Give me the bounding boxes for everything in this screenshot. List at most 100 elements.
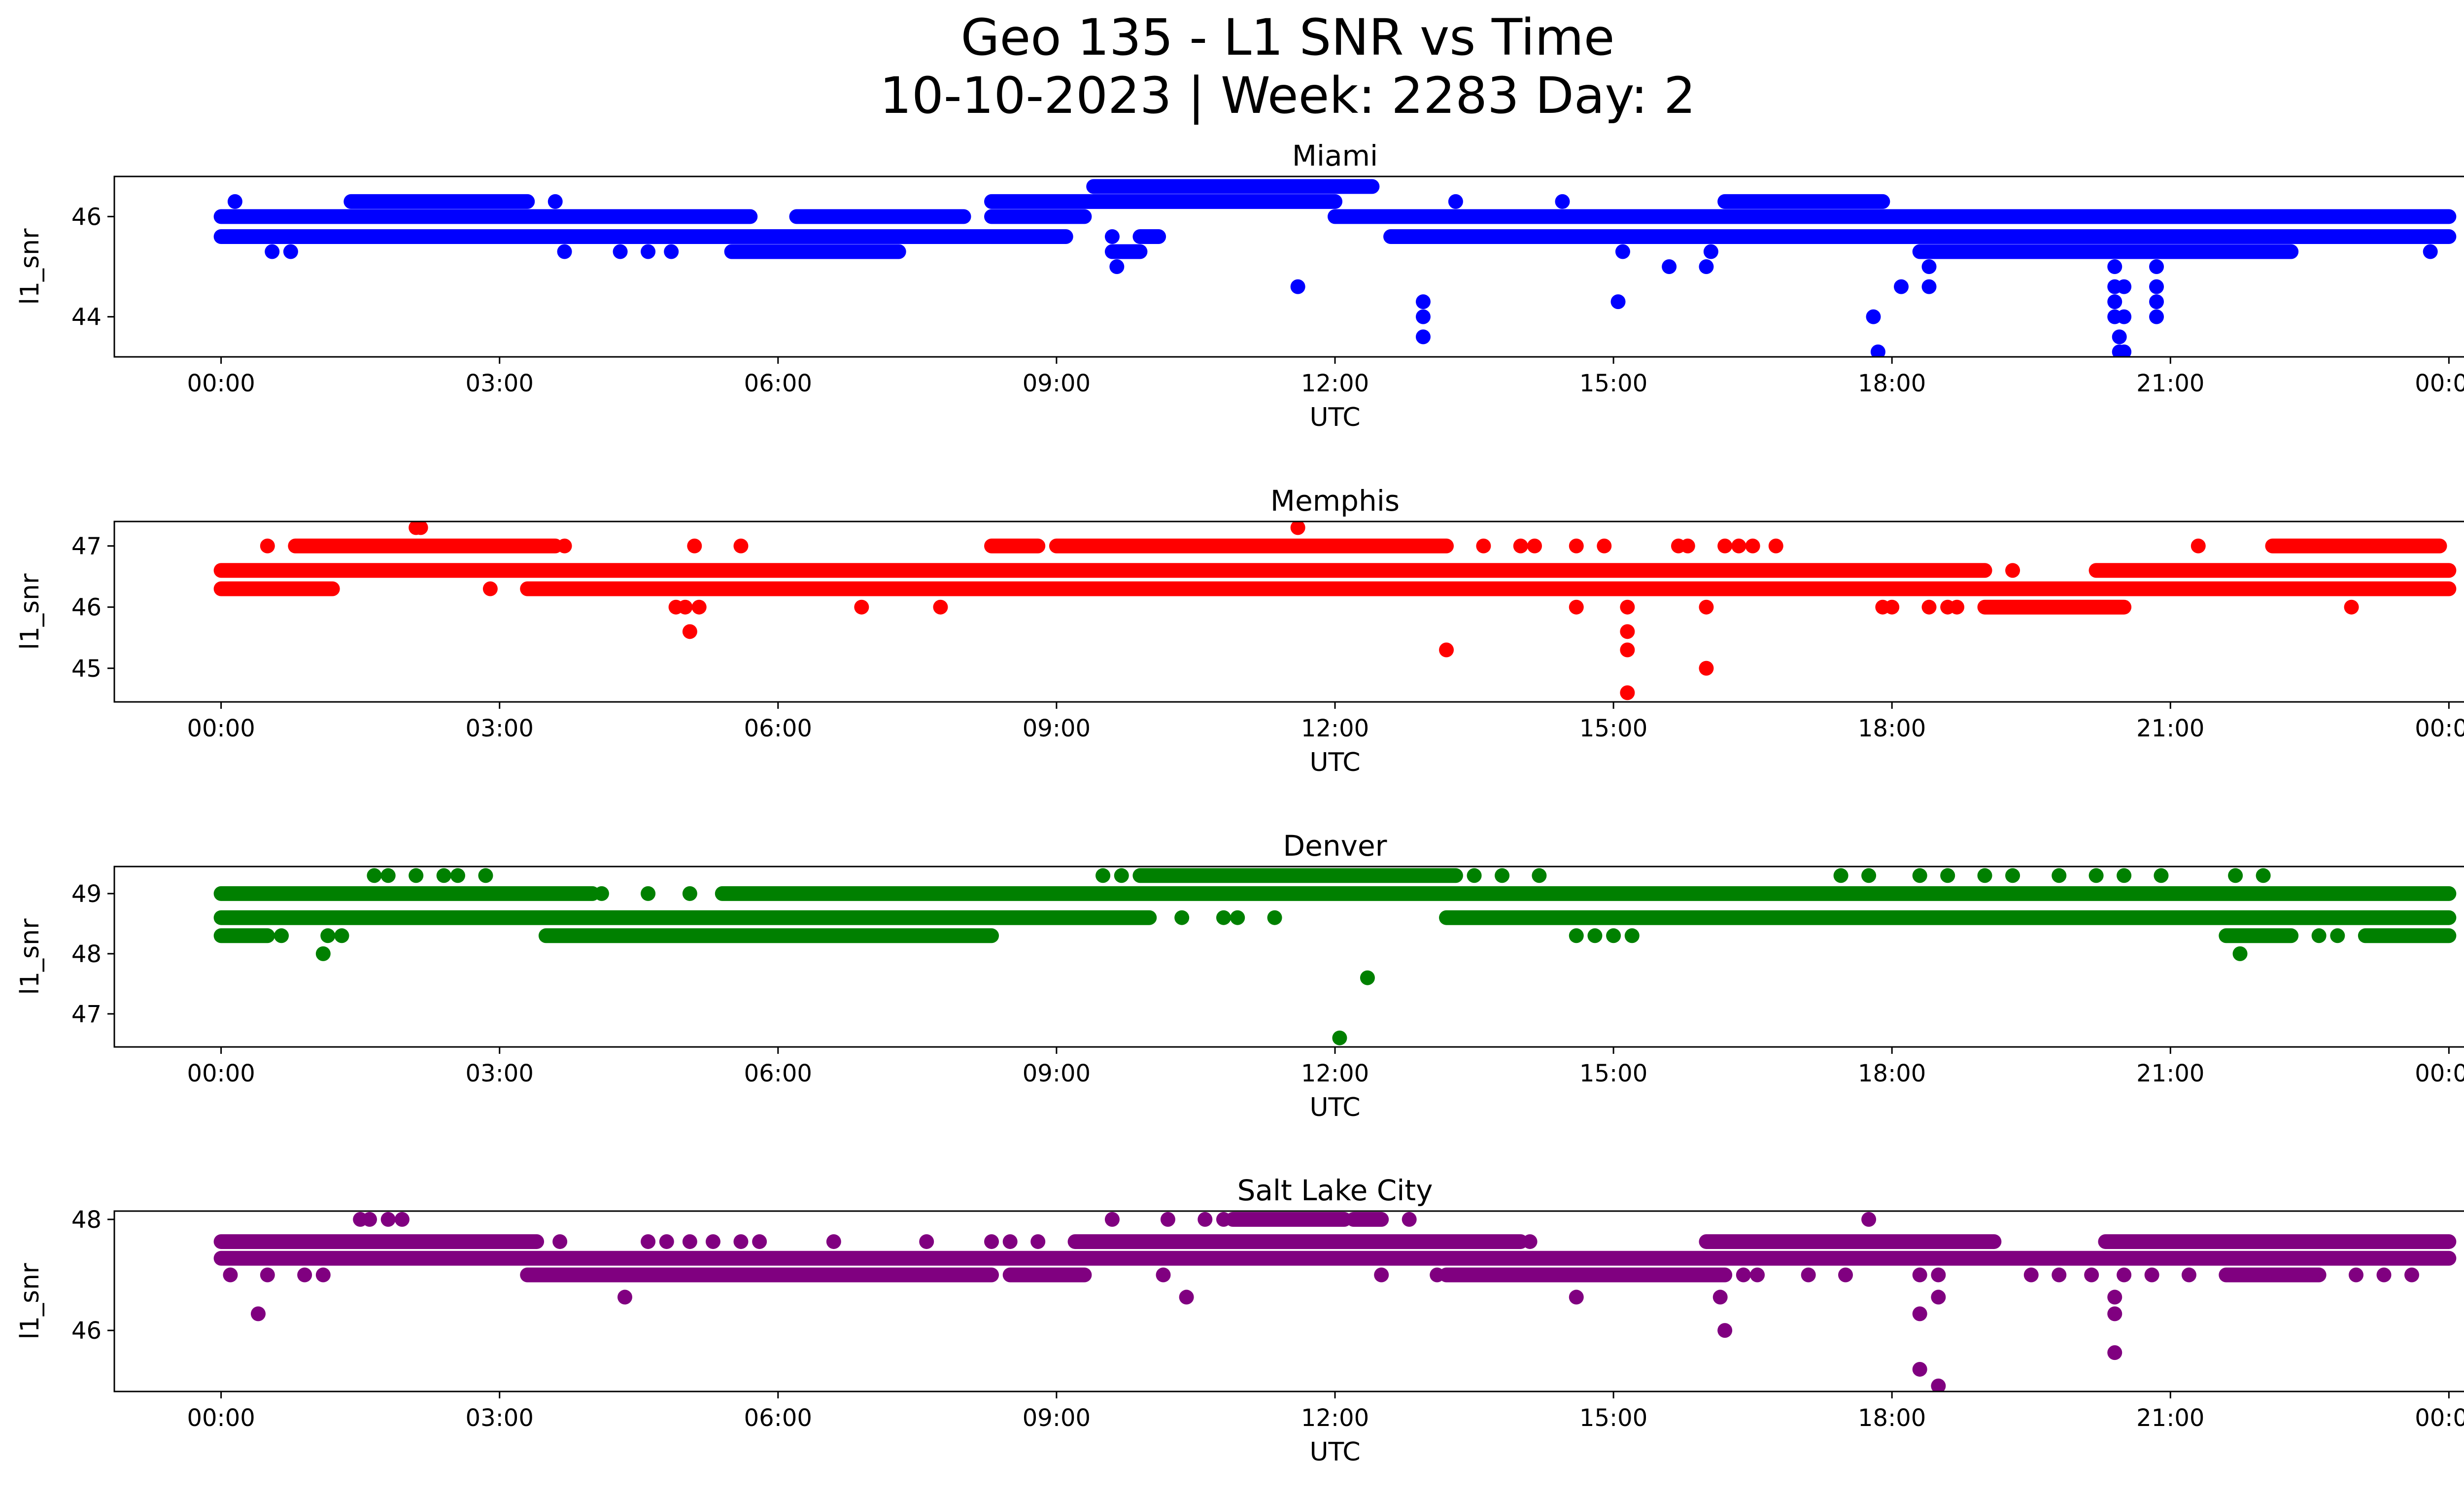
x-tick-label: 09:00 [1023,715,1091,742]
data-point [1620,642,1635,658]
x-axis-label: UTC [1309,748,1360,777]
y-tick-label: 47 [71,533,102,560]
data-point [2052,1267,2067,1283]
x-tick-label: 12:00 [1301,370,1369,397]
data-point [2052,868,2067,883]
x-tick-label: 12:00 [1301,715,1369,742]
data-point [682,624,697,639]
data-point [250,1306,266,1321]
data-point [1411,581,1426,596]
data-point [2117,868,2132,883]
data-point [2107,294,2122,310]
data-point [1921,279,1937,294]
data-point [1884,599,1900,615]
data-point [1912,1361,1927,1377]
data-point [1745,538,1760,554]
data-point [315,946,331,961]
y-tick-label: 46 [71,203,102,231]
data-point [1104,1212,1120,1227]
y-axis-label: l1_snr [15,573,45,650]
data-point [705,1234,720,1249]
data-point [984,1234,999,1249]
data-point [1680,538,1695,554]
data-point [1606,928,1621,943]
x-tick-label: 00:00 [2415,370,2464,397]
x-tick-label: 21:00 [2136,1060,2204,1087]
data-point [1402,1212,1417,1227]
data-point [2107,1345,2122,1360]
data-point [2088,868,2104,883]
data-point [1476,538,1491,554]
x-tick-label: 21:00 [2136,1404,2204,1432]
data-point [617,1289,633,1305]
data-point [919,1234,934,1249]
data-point [1624,928,1640,943]
data-point [2330,928,2345,943]
data-point [1448,1267,1463,1283]
data-point [1267,910,1282,925]
x-tick-label: 09:00 [1023,1404,1091,1432]
data-point [1750,1267,1765,1283]
data-point [1587,928,1603,943]
x-tick-label: 18:00 [1858,715,1926,742]
y-axis-label: l1_snr [15,918,45,995]
data-point [2005,563,2020,578]
data-point [2117,1267,2132,1283]
data-point [2149,279,2164,294]
data-point [1912,1267,1927,1283]
x-tick-label: 18:00 [1858,370,1926,397]
data-point [826,1234,841,1249]
y-tick-label: 44 [71,304,102,331]
data-point [1198,1212,1213,1227]
subplot-miami: Miami 00:00 03:00 06:00 09:00 12:00 15:00 18:00… [15,139,2464,432]
data-point [1912,1306,1927,1321]
data-point [2107,1289,2122,1305]
figure-title-line1: Geo 135 - L1 SNR vs Time [960,8,1615,67]
data-point [297,1267,312,1283]
x-tick-label: 03:00 [466,1060,534,1087]
data-point [1527,538,1542,554]
data-point [641,886,656,901]
data-point [1216,910,1231,925]
data-point [2144,1267,2159,1283]
x-axis-label: UTC [1309,1437,1360,1467]
data-point [2190,538,2206,554]
data-point [1415,309,1431,324]
x-tick-label: 00:00 [2415,715,2464,742]
data-point [1731,538,1746,554]
data-point [1861,868,1877,883]
data-point [1569,538,1584,554]
data-point [1114,868,1129,883]
data-point [933,599,948,615]
y-tick-label: 46 [71,1317,102,1345]
data-point [1620,624,1635,639]
data-point [1109,259,1125,274]
data-point [557,244,572,259]
y-tick-label: 48 [71,1206,102,1234]
series-points-denver [213,868,2457,1045]
data-point [1290,279,1305,294]
data-point [1415,329,1431,345]
data-point [227,194,242,209]
x-tick-label: 12:00 [1301,1404,1369,1432]
data-point [733,538,749,554]
data-point [2181,1267,2196,1283]
data-point [315,1267,331,1283]
data-point [1950,599,1965,615]
data-point [2256,868,2271,883]
data-point [2107,259,2122,274]
data-point [557,538,572,554]
y-tick-label: 47 [71,1001,102,1028]
data-point [548,194,563,209]
data-point [1717,1323,1733,1338]
data-point [2149,309,2164,324]
y-tick-label: 49 [71,880,102,908]
data-point [2117,344,2132,357]
data-point [1620,685,1635,700]
data-point [1439,642,1454,658]
data-point [1174,910,1190,925]
data-point [2228,868,2243,883]
subplot-title-denver: Denver [1283,829,1387,863]
data-point [394,1212,410,1227]
data-point [2084,1267,2099,1283]
